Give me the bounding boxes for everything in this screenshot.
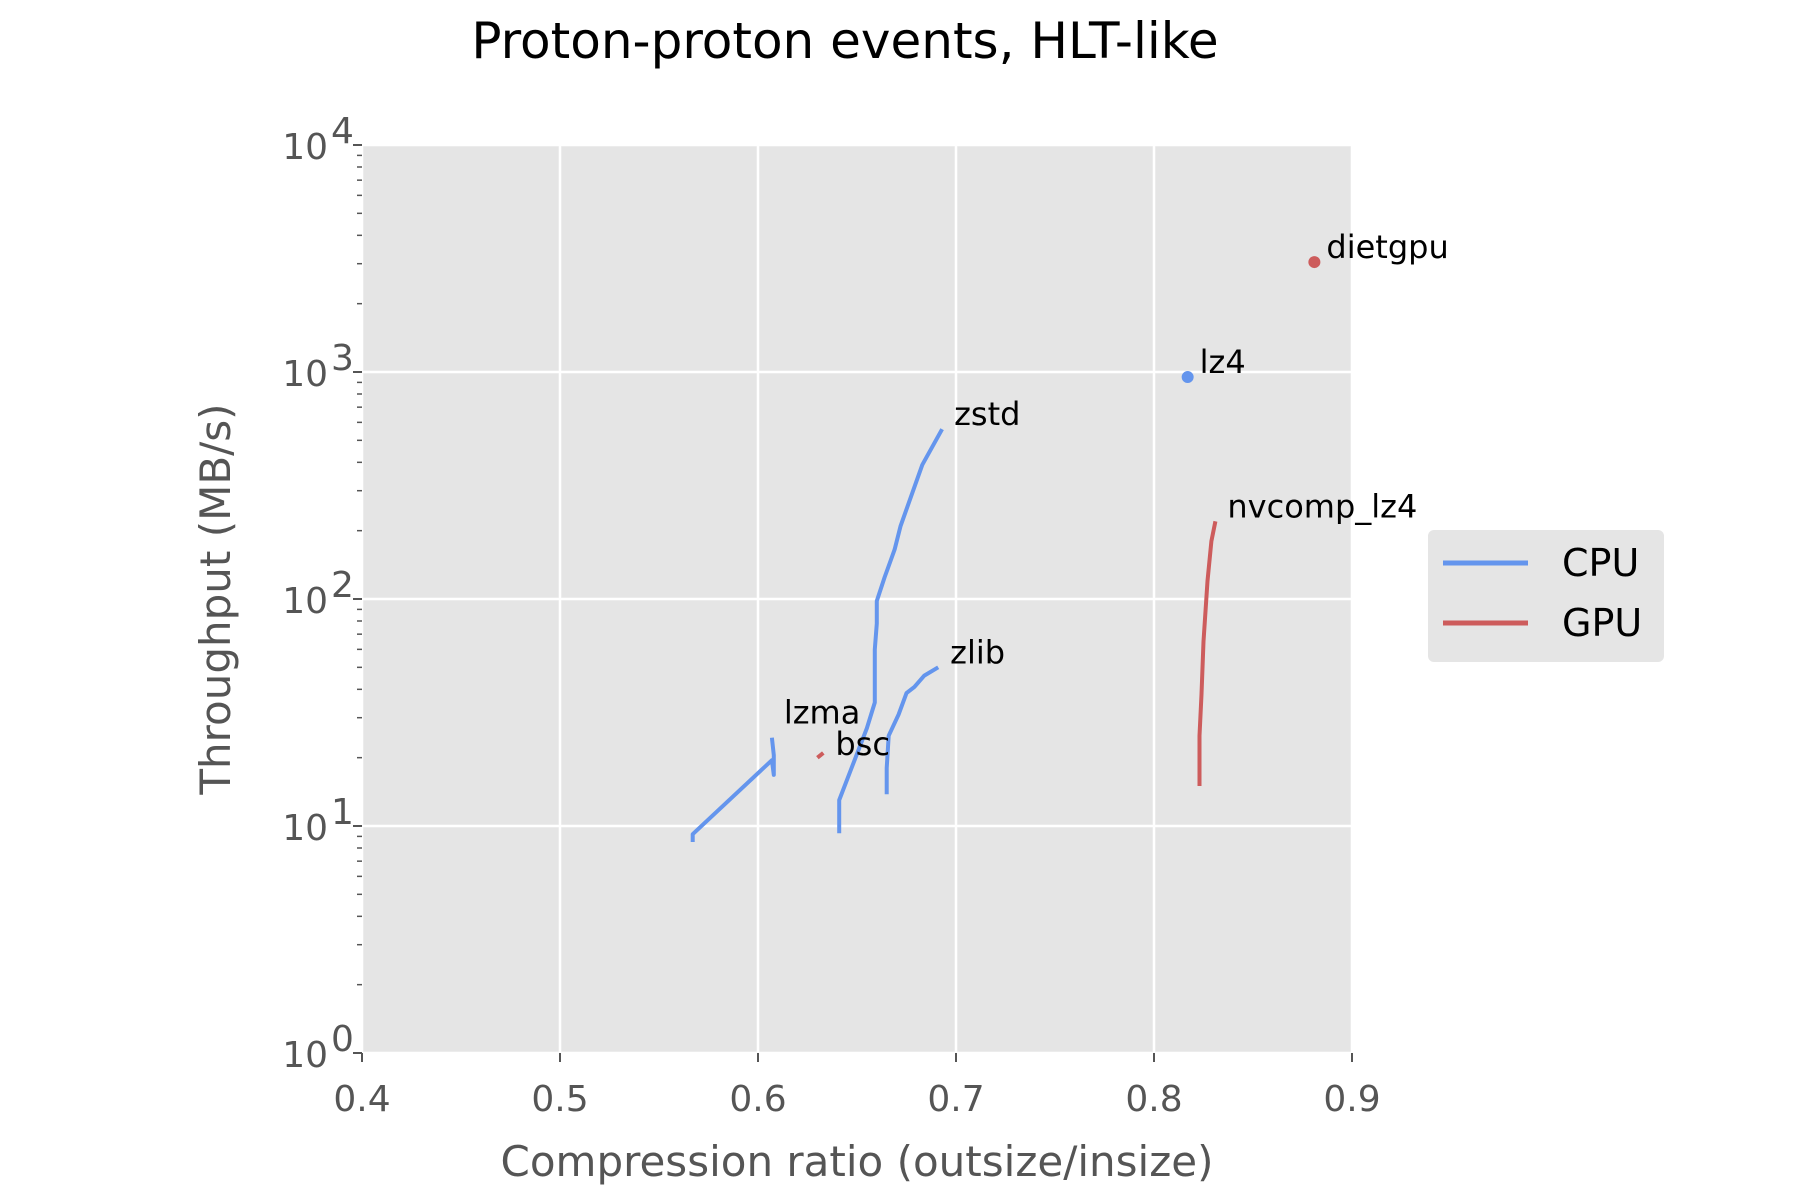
point-dietgpu <box>1308 256 1321 269</box>
x-tick-label: 0.4 <box>333 1079 390 1120</box>
annotation-lz4: lz4 <box>1200 343 1246 381</box>
y-tick-label: 10 <box>282 1035 328 1076</box>
y-tick-exponent: 2 <box>331 565 354 606</box>
x-tick-label: 0.9 <box>1323 1079 1380 1120</box>
annotation-lzma: lzma <box>784 694 860 732</box>
chart-title: Proton-proton events, HLT-like <box>471 12 1218 70</box>
line-zlib <box>884 665 940 795</box>
annotation-dietgpu: dietgpu <box>1326 228 1448 266</box>
series-annotations: zstd zlib lzma lz4 bsc dietgpu nvcomp_lz4 <box>784 228 1449 763</box>
annotation-nvcomp-lz4: nvcomp_lz4 <box>1227 487 1417 525</box>
data-series <box>690 256 1321 842</box>
legend-label-cpu: CPU <box>1562 541 1639 585</box>
legend-label-gpu: GPU <box>1562 601 1642 645</box>
point-lz4 <box>1181 371 1194 384</box>
y-tick-label: 10 <box>282 808 328 849</box>
y-tick-label: 10 <box>282 581 328 622</box>
x-tick-label: 0.7 <box>927 1079 984 1120</box>
y-tick-label: 10 <box>282 127 328 168</box>
annotation-zstd: zstd <box>954 395 1020 433</box>
y-tick-label: 10 <box>282 354 328 395</box>
legend: CPU GPU <box>1428 530 1664 662</box>
line-bsc <box>816 751 825 760</box>
line-zstd <box>837 428 944 834</box>
x-tick-label: 0.6 <box>729 1079 786 1120</box>
line-nvcomp-lz4 <box>1197 520 1218 786</box>
y-tick-exponent: 1 <box>331 792 354 833</box>
y-tick-exponent: 3 <box>331 338 354 379</box>
y-axis-label: Throughput (MB/s) <box>191 403 240 795</box>
x-axis-label: Compression ratio (outsize/insize) <box>501 1137 1214 1186</box>
annotation-bsc: bsc <box>835 725 890 763</box>
annotation-zlib: zlib <box>950 633 1005 671</box>
y-tick-exponent: 0 <box>331 1019 354 1060</box>
x-tick-label: 0.8 <box>1125 1079 1182 1120</box>
x-tick-label: 0.5 <box>531 1079 588 1120</box>
y-tick-exponent: 4 <box>331 111 354 152</box>
line-lzma <box>690 737 776 842</box>
